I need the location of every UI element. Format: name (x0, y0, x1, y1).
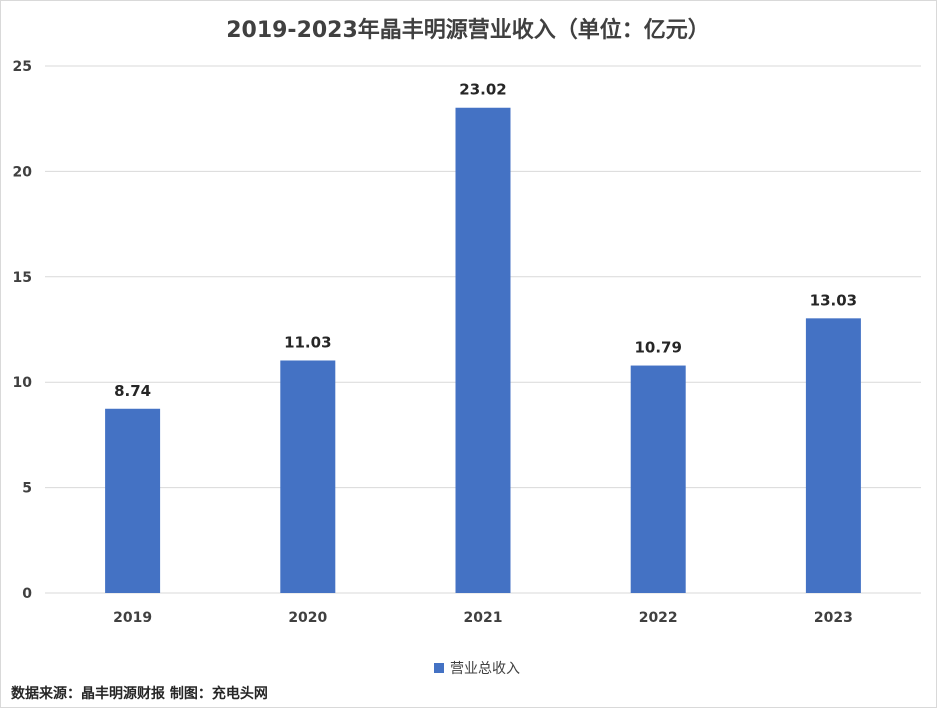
x-tick-label: 2022 (639, 610, 678, 626)
data-labels: 8.74 11.03 23.02 10.79 13.03 (114, 81, 857, 400)
legend-swatch (434, 663, 444, 673)
x-tick-label: 2021 (464, 610, 503, 626)
bar-2019 (105, 408, 161, 593)
x-tick-label: 2019 (113, 610, 152, 626)
y-tick-label: 10 (13, 375, 33, 391)
source-note: 数据来源：晶丰明源财报 制图：充电头网 (11, 685, 268, 702)
y-tick-label: 25 (13, 59, 32, 75)
bars (105, 107, 861, 593)
bar-2020 (280, 360, 336, 593)
x-axis-ticks: 2019 2020 2021 2022 2023 (113, 610, 853, 626)
bar-2022 (630, 365, 686, 593)
x-tick-label: 2023 (814, 610, 853, 626)
bar-2021 (455, 107, 511, 593)
data-label: 8.74 (114, 382, 151, 400)
x-tick-label: 2020 (288, 610, 327, 626)
bar-2023 (805, 318, 861, 593)
data-label: 13.03 (810, 291, 857, 309)
data-label: 10.79 (634, 339, 681, 357)
legend: 营业总收入 (434, 661, 520, 677)
y-tick-label: 5 (22, 481, 32, 497)
data-label: 11.03 (284, 333, 331, 351)
y-tick-label: 20 (13, 164, 33, 180)
y-tick-label: 15 (13, 270, 32, 286)
legend-label: 营业总收入 (450, 661, 520, 677)
y-axis-ticks: 0 5 10 15 20 25 (13, 59, 33, 602)
y-tick-label: 0 (22, 586, 32, 602)
data-label: 23.02 (459, 81, 506, 99)
chart-title: 2019-2023年晶丰明源营业收入（单位：亿元） (226, 17, 710, 43)
